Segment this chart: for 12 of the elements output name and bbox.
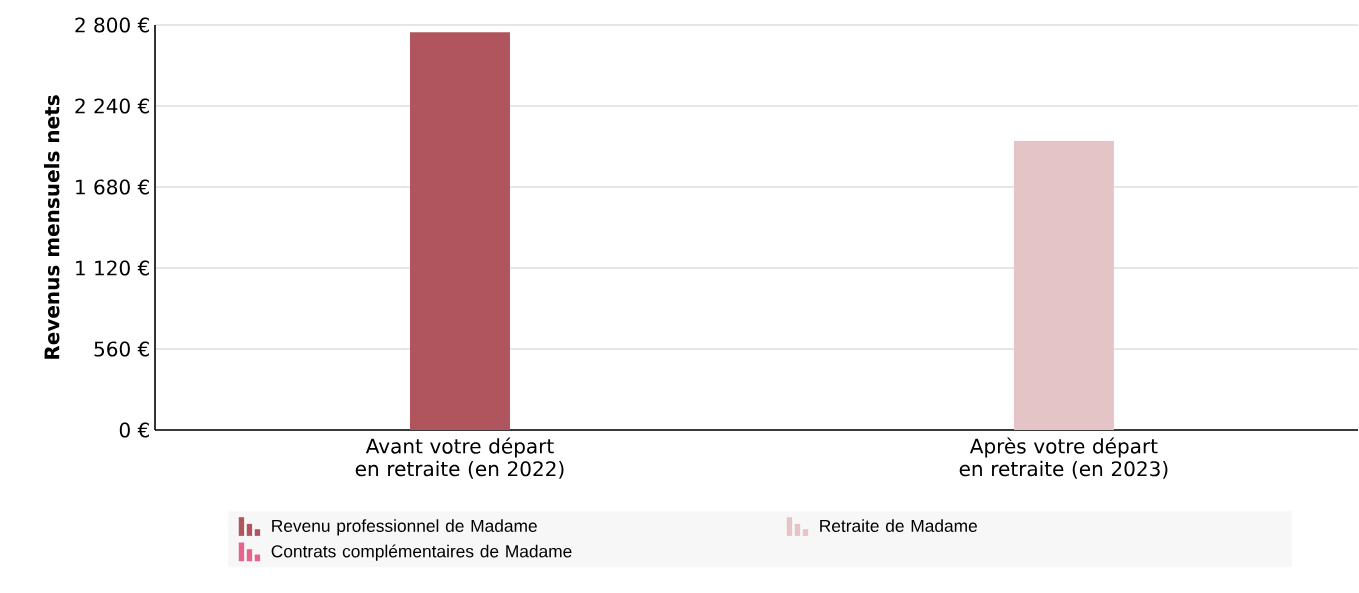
y-axis-title: Revenus mensuels nets <box>44 95 60 359</box>
legend-label: Retraite de Madame <box>820 519 977 532</box>
y-tick-label: 1 680 € <box>76 179 149 195</box>
x-tick-label: Avant votre départ en retraite (en 2022) <box>355 437 564 479</box>
y-tick-label: 2 240 € <box>75 98 149 114</box>
y-tick-label: 1 120 € <box>76 260 149 276</box>
legend-label: Revenu professionnel de Madame <box>272 519 537 536</box>
legend-label: Contrats complémentaires de Madame <box>271 544 572 561</box>
y-tick-label: 0 € <box>119 422 149 438</box>
y-tick-label: 2 800 € <box>75 17 149 33</box>
x-tick-label: Après votre départ en retraite (en 2023) <box>959 437 1168 479</box>
y-tick-label: 560 € <box>94 341 149 357</box>
